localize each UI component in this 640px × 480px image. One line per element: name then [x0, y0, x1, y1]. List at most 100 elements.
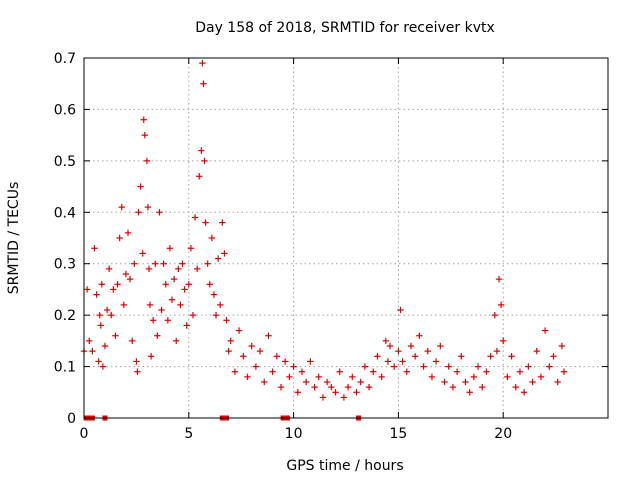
data-point: [149, 317, 157, 324]
data-point: [154, 332, 161, 339]
data-point: [483, 368, 490, 375]
data-point: [198, 147, 205, 154]
data-point: [487, 353, 494, 360]
data-point: [223, 317, 230, 324]
data-point: [273, 353, 281, 360]
x-tick-label: 5: [184, 426, 193, 442]
data-point: [277, 383, 285, 391]
data-point: [286, 373, 293, 381]
data-point: [432, 358, 440, 365]
data-point: [98, 281, 106, 288]
data-point: [311, 383, 318, 391]
data-point: [302, 378, 310, 386]
data-point: [112, 332, 119, 339]
data-point: [91, 245, 98, 252]
data-point: [158, 306, 165, 314]
data-point: [202, 219, 209, 226]
data-point: [225, 347, 232, 355]
data-point: [141, 131, 148, 139]
data-point: [323, 378, 331, 386]
data-point: [168, 296, 176, 303]
y-tick-label: 0.6: [54, 102, 76, 118]
data-point: [170, 275, 178, 283]
data-point: [147, 353, 155, 360]
data-point: [140, 116, 147, 123]
y-axis: 0 0.1 0.2 0.3 0.4 0.5 0.6 0.7: [54, 51, 608, 427]
data-point: [189, 311, 197, 319]
data-point: [193, 265, 201, 273]
data-point: [108, 311, 115, 319]
data-point: [315, 373, 322, 381]
data-point: [191, 214, 199, 221]
data-point: [365, 383, 373, 391]
data-point: [361, 363, 369, 370]
data-point: [554, 378, 561, 386]
y-tick-label: 0: [67, 411, 76, 427]
data-point: [500, 337, 507, 345]
x-tick-label: 10: [285, 426, 303, 442]
data-point: [105, 265, 113, 273]
data-point: [144, 203, 152, 211]
data-point: [118, 203, 125, 211]
data-point: [290, 363, 297, 370]
data-point: [219, 219, 226, 226]
data-point: [294, 389, 301, 396]
plot-frame: [83, 57, 609, 419]
data-point: [86, 337, 93, 345]
data-point: [217, 301, 224, 309]
data-point: [282, 358, 289, 365]
y-tick-label: 0.1: [54, 360, 76, 376]
data-point: [129, 337, 136, 345]
data-point: [231, 368, 239, 375]
data-point: [336, 368, 343, 375]
data-point: [179, 260, 186, 267]
data-point: [533, 347, 540, 355]
data-point: [227, 337, 234, 345]
data-point: [248, 342, 255, 350]
y-tick-label: 0.5: [54, 154, 76, 170]
data-point: [407, 342, 415, 350]
data-point: [173, 337, 180, 345]
data-point: [445, 363, 452, 370]
x-tick-label: 0: [80, 426, 89, 442]
data-point: [97, 322, 104, 329]
data-point: [221, 250, 228, 257]
data-point: [269, 368, 276, 375]
data-point: [95, 358, 102, 365]
data-point: [319, 394, 327, 401]
data-point: [152, 260, 159, 267]
data-point: [200, 80, 207, 87]
data-point: [332, 389, 339, 396]
data-point: [120, 301, 128, 309]
data-point: [520, 389, 528, 396]
data-point: [424, 347, 431, 355]
data-point: [181, 286, 188, 293]
data-point: [124, 229, 132, 237]
data-point: [558, 342, 566, 350]
data-point: [537, 373, 545, 381]
data-point: [137, 183, 144, 190]
data-point: [349, 373, 356, 381]
x-tick-label: 15: [389, 426, 407, 442]
data-point: [546, 363, 553, 370]
data-point: [83, 286, 91, 293]
data-point: [110, 286, 117, 293]
data-point: [449, 383, 457, 391]
data-point: [135, 209, 142, 216]
data-point: [204, 260, 211, 267]
data-point: [491, 311, 499, 319]
data-point: [357, 378, 364, 386]
data-point: [395, 347, 402, 355]
data-point: [143, 157, 151, 165]
data-point: [134, 368, 141, 375]
data-point: [397, 306, 404, 314]
data-point: [265, 332, 272, 339]
data-point: [101, 342, 109, 350]
x-tick-label: 20: [494, 426, 512, 442]
y-axis-label: SRMTID / TECUs: [6, 182, 22, 295]
y-tick-label: 0.4: [54, 205, 76, 221]
data-point: [378, 373, 385, 381]
data-point: [156, 209, 163, 216]
data-point: [508, 353, 515, 360]
data-point: [340, 394, 348, 401]
